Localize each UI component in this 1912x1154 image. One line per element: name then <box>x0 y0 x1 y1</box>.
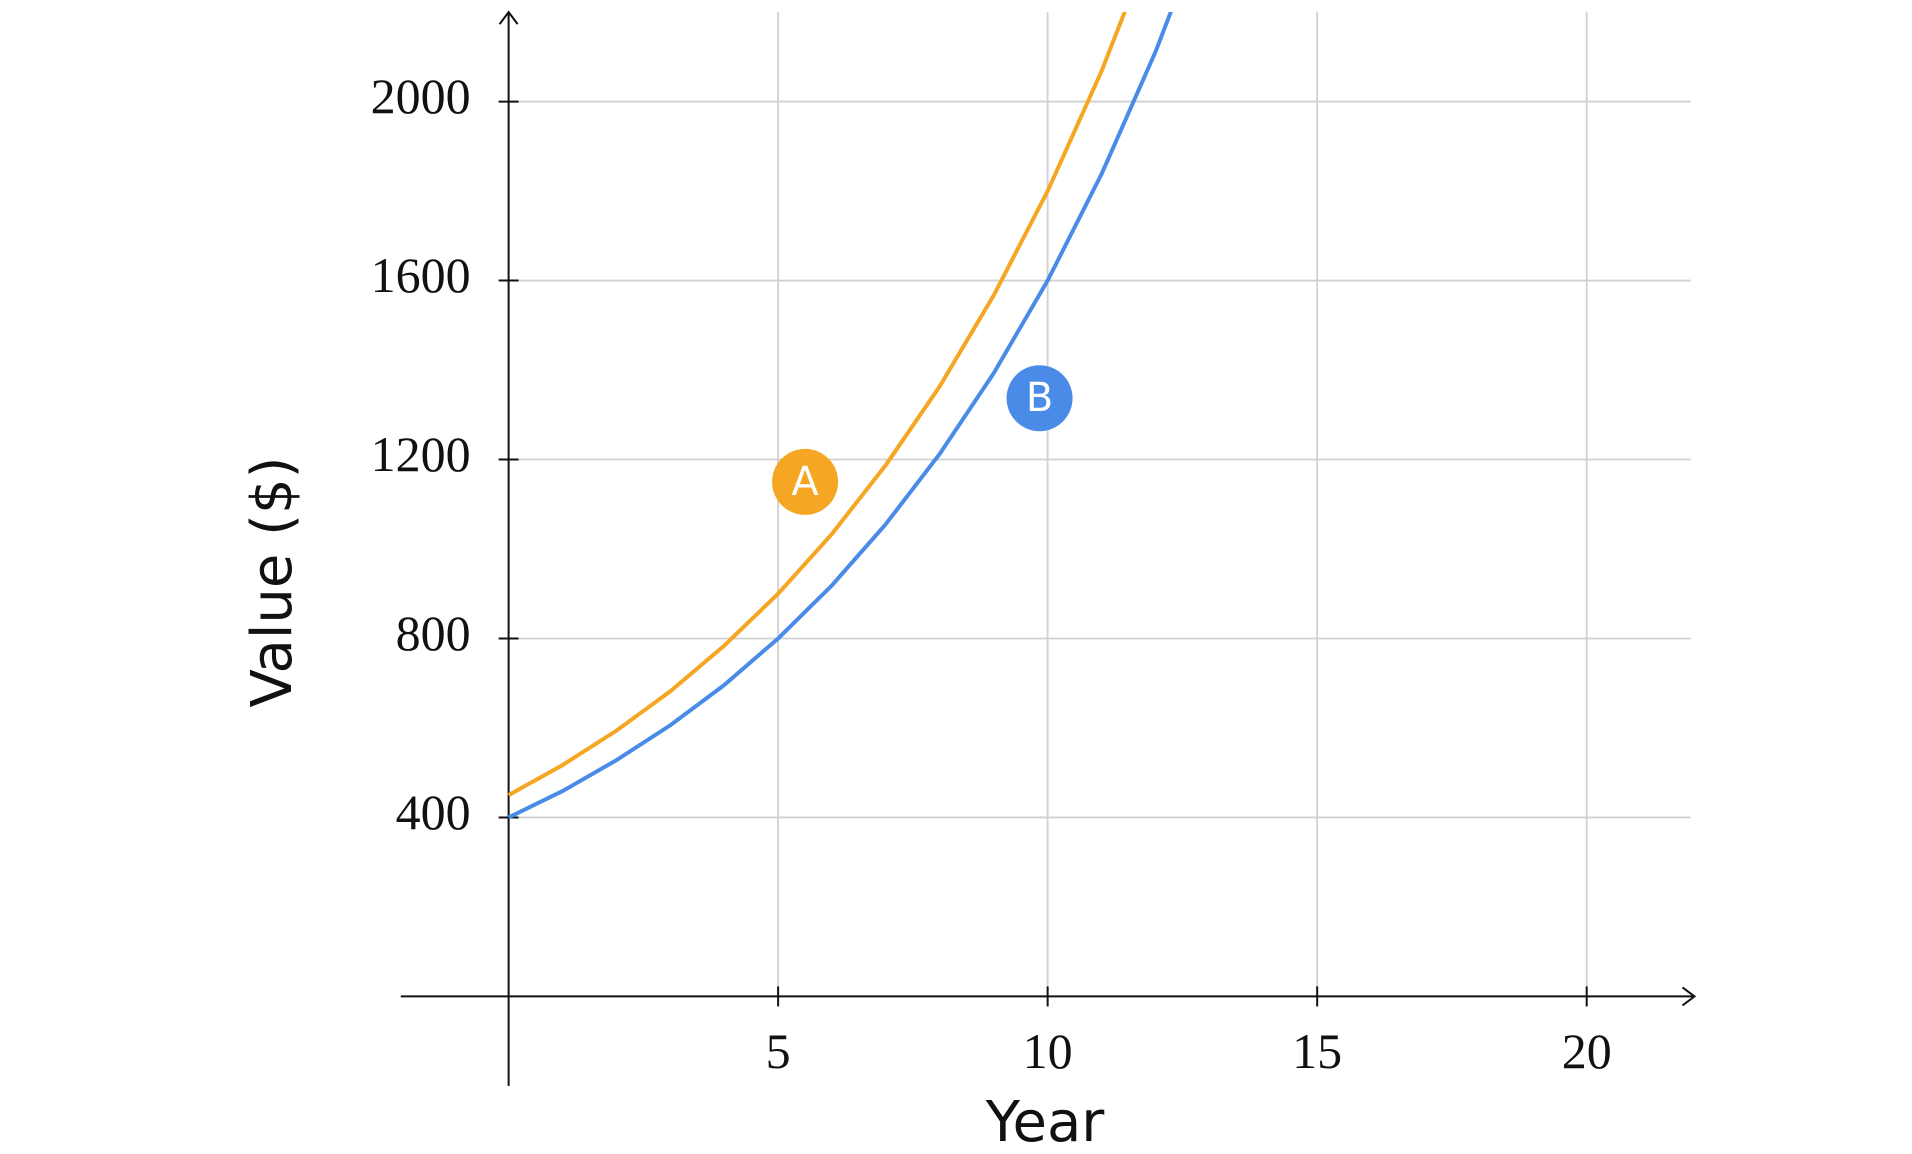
y-tick-label: 400 <box>396 784 471 840</box>
x-tick-label: 10 <box>1023 1023 1073 1079</box>
legend-badge <box>1006 365 1073 432</box>
axes <box>400 10 1697 1086</box>
legend-badge <box>772 448 839 515</box>
y-tick-label: 800 <box>396 605 471 661</box>
y-tick-label: 2000 <box>371 68 471 124</box>
x-tick-label: 5 <box>766 1023 791 1079</box>
labels: 400 800 1200 1600 2000 5 10 15 20 A B <box>371 68 1612 1079</box>
x-tick-label: 20 <box>1562 1023 1612 1079</box>
y-tick-label: 1200 <box>371 426 471 482</box>
x-axis-arrow <box>1681 986 1697 1007</box>
lines <box>507 12 1173 820</box>
y-axis-arrow <box>498 10 519 25</box>
grid <box>508 12 1691 997</box>
legend-label: A <box>791 459 819 505</box>
y-tick-label: 1600 <box>371 247 471 303</box>
series-line <box>507 12 1173 820</box>
y-axis-label: Value ($) <box>240 457 305 708</box>
legend-label: B <box>1026 375 1053 421</box>
x-tick-label: 15 <box>1292 1023 1342 1079</box>
series-line <box>507 12 1127 797</box>
x-axis-label: Year <box>985 1090 1106 1154</box>
